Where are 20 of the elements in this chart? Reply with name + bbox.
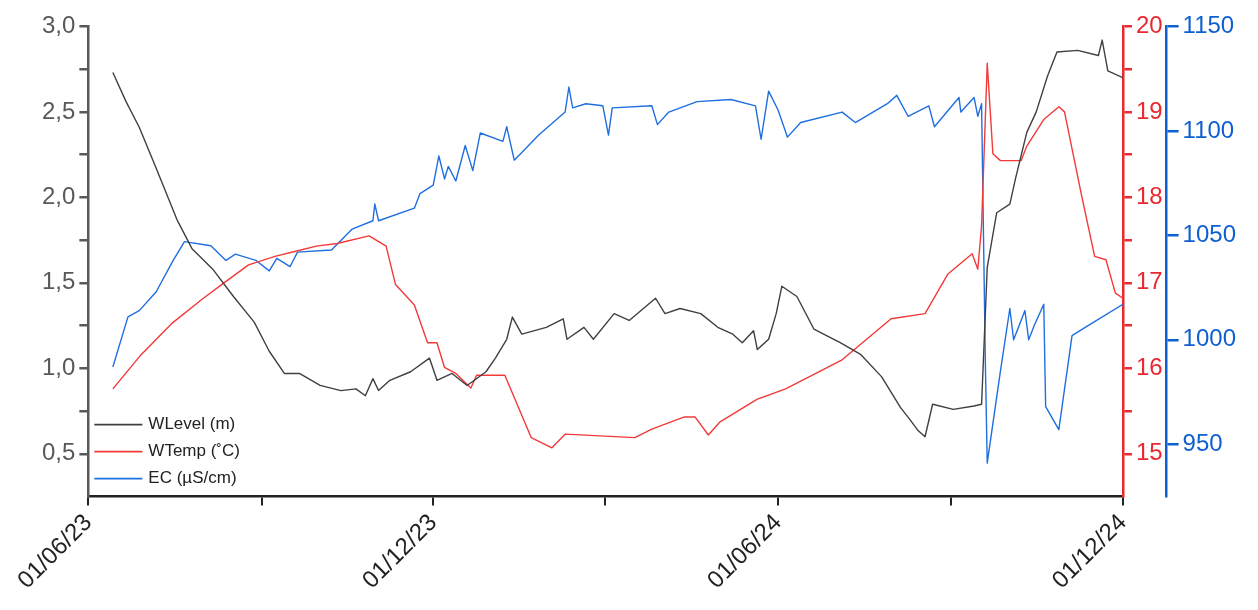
legend-label: WTemp (˚C) <box>148 441 240 461</box>
y2-tick-label: 15 <box>1135 438 1163 466</box>
y-tick-label: 1,0 <box>41 352 76 380</box>
y3-tick-label: 1050 <box>1182 219 1236 247</box>
y2-tick-label: 18 <box>1135 182 1163 209</box>
y-tick-label: 2,0 <box>41 182 76 209</box>
y2-tick-label: 16 <box>1135 352 1163 380</box>
y3-tick-label: 950 <box>1182 428 1223 456</box>
y3-tick-label: 1100 <box>1182 115 1235 143</box>
y3-tick-label: 1000 <box>1182 324 1236 352</box>
y2-tick-label: 20 <box>1135 11 1163 39</box>
y3-tick-label: 1150 <box>1182 11 1235 39</box>
legend-label: WLevel (m) <box>148 414 236 434</box>
y2-tick-label: 17 <box>1135 267 1163 295</box>
y-tick-label: 1,5 <box>41 267 76 295</box>
y-tick-label: 0,5 <box>41 438 76 466</box>
y-tick-label: 2,5 <box>41 96 76 124</box>
y-tick-label: 3,0 <box>41 11 76 39</box>
y2-tick-label: 19 <box>1135 96 1163 124</box>
legend-label: EC (µS/cm) <box>148 468 237 488</box>
